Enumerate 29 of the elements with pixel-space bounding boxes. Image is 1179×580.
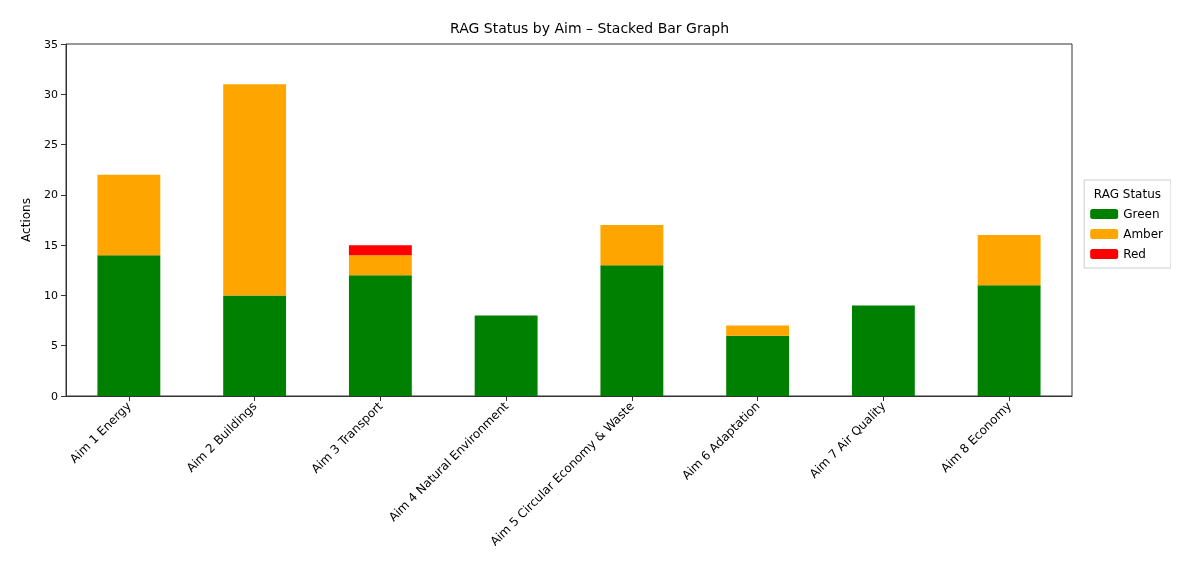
bar: [600, 265, 664, 396]
bar: [97, 255, 161, 396]
chart-title: RAG Status by Aim – Stacked Bar Graph: [449, 20, 730, 36]
bar: [726, 335, 790, 396]
legend-title: RAG Status: [1093, 187, 1161, 201]
y-tick-label: 20: [44, 188, 58, 202]
bar: [977, 285, 1041, 396]
y-tick-label: 35: [44, 37, 58, 51]
bar: [97, 174, 161, 256]
bar: [474, 315, 538, 396]
bar: [348, 255, 412, 276]
bar: [977, 235, 1041, 286]
bar: [348, 275, 412, 396]
y-tick-label: 25: [44, 138, 58, 152]
bar: [851, 305, 915, 396]
y-tick-label: 30: [44, 87, 58, 101]
y-axis-title: Actions: [19, 198, 33, 242]
y-tick-label: 0: [51, 389, 58, 403]
legend-label: Red: [1123, 247, 1146, 261]
y-tick-label: 10: [44, 288, 58, 302]
bar: [726, 325, 790, 336]
bar: [600, 225, 664, 266]
bar: [223, 295, 287, 396]
y-tick-label: 15: [44, 238, 58, 252]
bar: [223, 84, 287, 296]
legend-label: Green: [1123, 207, 1160, 221]
y-tick-label: 5: [51, 339, 58, 353]
legend-label: Amber: [1123, 227, 1164, 241]
bar: [348, 245, 412, 256]
